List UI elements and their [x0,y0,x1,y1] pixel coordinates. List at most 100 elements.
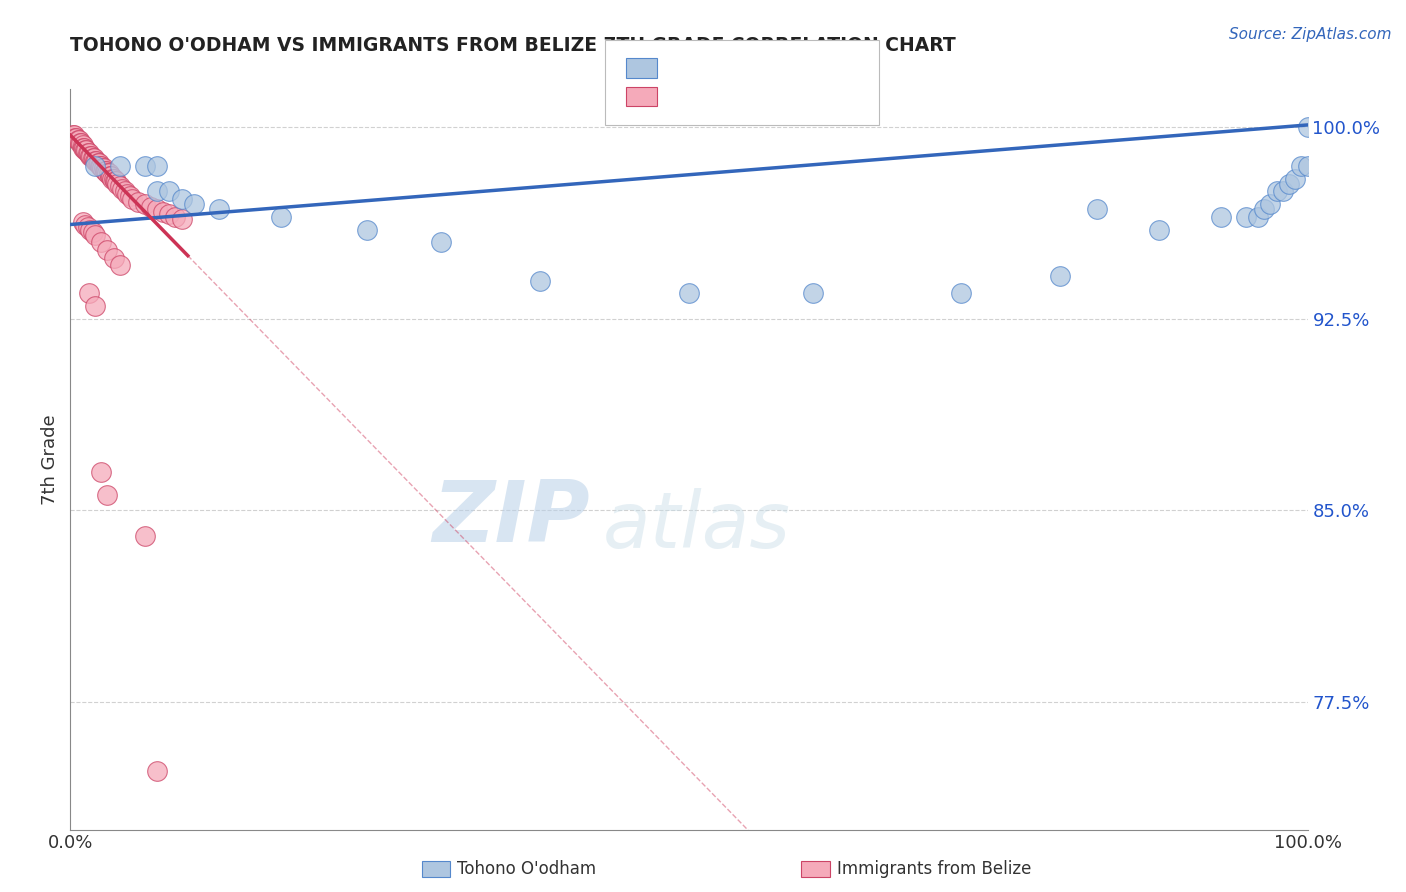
Point [157,184,180,198]
Point [82,151,104,165]
Point [90,235,112,250]
Point [65,130,87,145]
Point [66,133,89,147]
Point [118,189,141,203]
Point [89,159,111,173]
Point [103,251,125,265]
Point [108,179,131,194]
Text: -0.271: -0.271 [688,87,752,105]
Point [1296,159,1319,173]
Point [96,166,118,180]
Point [1284,171,1306,186]
Point [73,141,96,155]
Point [100,169,122,183]
Point [105,177,128,191]
Point [152,204,174,219]
Point [72,215,94,229]
Text: 31: 31 [756,59,782,77]
Point [139,200,162,214]
Point [72,138,94,153]
Point [90,465,112,479]
Point [77,286,100,301]
Point [80,148,103,162]
Point [96,243,118,257]
Point [1296,120,1319,135]
Point [90,159,112,173]
Text: 0.468: 0.468 [688,59,745,77]
Point [84,153,107,168]
Point [108,258,131,272]
Point [183,197,205,211]
Text: TOHONO O'ODHAM VS IMMIGRANTS FROM BELIZE 7TH GRADE CORRELATION CHART: TOHONO O'ODHAM VS IMMIGRANTS FROM BELIZE… [70,36,956,54]
Point [79,222,101,236]
Point [75,144,97,158]
Point [83,151,105,165]
Point [134,529,156,543]
Point [82,225,104,239]
Point [114,184,136,198]
Point [146,764,169,778]
Text: Tohono O'odham: Tohono O'odham [457,860,596,878]
Point [84,159,107,173]
Point [63,128,86,143]
Point [356,222,378,236]
Point [76,146,98,161]
Text: R =: R = [668,87,707,105]
Text: R =: R = [668,59,707,77]
Point [101,171,124,186]
Point [115,186,138,201]
Point [91,161,114,176]
Point [1209,210,1232,224]
Point [134,197,156,211]
Point [1260,197,1282,211]
Point [165,210,187,224]
Text: atlas: atlas [602,488,790,564]
Point [93,161,115,176]
Point [69,136,91,150]
Point [121,192,143,206]
Point [146,159,169,173]
Point [1147,222,1170,236]
Point [208,202,231,217]
Point [96,164,118,178]
Point [1049,268,1071,283]
Point [98,169,121,183]
Point [62,128,84,143]
Text: Source: ZipAtlas.com: Source: ZipAtlas.com [1229,27,1392,42]
Point [108,159,131,173]
Point [950,286,973,301]
Point [170,212,193,227]
Point [1265,184,1288,198]
Point [529,274,551,288]
Point [105,174,128,188]
Point [84,153,107,168]
Text: N =: N = [752,87,792,105]
Point [84,299,107,313]
Point [70,136,93,150]
Point [127,194,149,209]
Text: Immigrants from Belize: Immigrants from Belize [837,860,1031,878]
Text: 68: 68 [772,87,797,105]
Point [75,218,97,232]
Point [72,141,94,155]
Point [430,235,453,250]
Point [1247,210,1270,224]
Point [79,148,101,162]
Point [77,146,100,161]
Point [65,130,87,145]
Point [678,286,700,301]
Point [86,156,108,170]
Point [801,286,824,301]
Point [96,488,118,502]
Point [97,166,120,180]
Point [1291,159,1313,173]
Point [87,156,110,170]
Y-axis label: 7th Grade: 7th Grade [41,414,59,505]
Point [111,182,134,196]
Point [1278,177,1301,191]
Point [1234,210,1257,224]
Point [84,227,107,242]
Point [76,220,98,235]
Point [94,164,117,178]
Text: N =: N = [737,59,776,77]
